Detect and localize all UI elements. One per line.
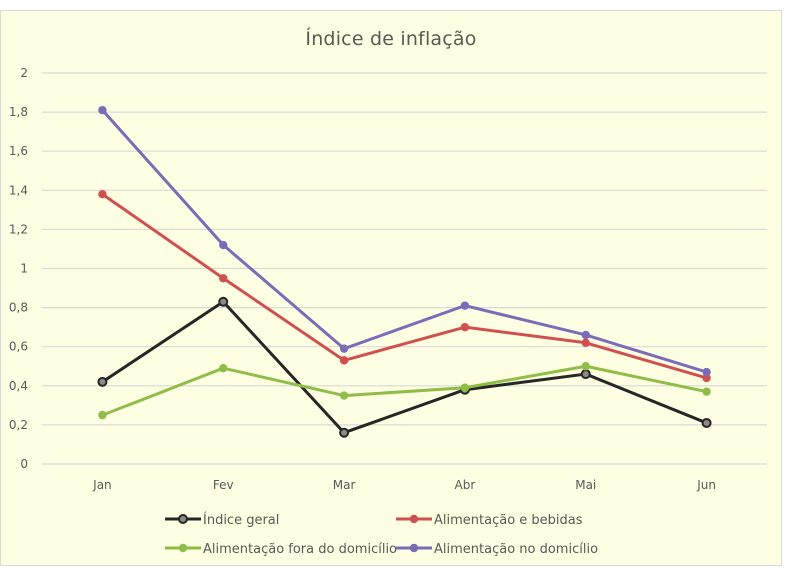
legend-item: Índice geral	[165, 512, 279, 528]
legend-label: Alimentação no domicílio	[434, 542, 598, 557]
legend-label: Índice geral	[203, 512, 279, 528]
data-point-marker	[98, 190, 107, 199]
data-point-marker	[581, 338, 590, 347]
series-alimenta-o-fora-do-domic-lio	[98, 362, 711, 420]
y-tick-label: 1,6	[9, 144, 28, 158]
data-point-marker	[219, 240, 228, 250]
series-line	[100, 192, 709, 380]
legend-item: Alimentação fora do domicílio	[165, 542, 397, 557]
data-point-marker	[219, 274, 228, 283]
x-tick-label: Jun	[696, 478, 716, 492]
data-point-marker	[460, 301, 470, 310]
legend-marker-icon	[409, 543, 419, 553]
x-axis-labels: Jan Fev Mar Abr Mai Jun	[92, 478, 716, 492]
data-point-marker	[339, 391, 349, 400]
gridlines	[42, 72, 767, 465]
data-point-marker	[702, 387, 711, 396]
series-lines	[97, 105, 712, 438]
data-point-marker	[97, 376, 108, 387]
y-tick-label: 2	[20, 66, 28, 80]
data-point-marker	[702, 373, 711, 383]
legend-item: Alimentação e bebidas	[396, 513, 583, 528]
legend-label: Alimentação fora do domicílio	[203, 542, 397, 557]
data-point-marker	[460, 383, 470, 392]
y-tick-label: 0	[20, 457, 28, 471]
data-point-marker	[702, 367, 711, 377]
series--ndice-geral	[97, 296, 712, 438]
y-tick-label: 1	[20, 262, 28, 276]
data-point-marker	[339, 427, 350, 438]
series-alimenta-o-e-bebidas	[98, 190, 711, 383]
data-point-marker	[98, 105, 107, 115]
data-point-marker	[580, 369, 591, 380]
series-line	[100, 300, 709, 435]
chart-title: Índice de inflação	[305, 28, 477, 50]
data-point-marker	[460, 322, 470, 332]
data-point-marker	[98, 410, 107, 420]
data-point-marker	[581, 330, 590, 340]
legend-item: Alimentação no domicílio	[396, 542, 598, 557]
y-tick-label: 0,4	[9, 379, 28, 393]
data-point-marker	[339, 356, 349, 365]
y-tick-label: 1,2	[9, 222, 28, 236]
x-tick-label: Fev	[213, 478, 234, 492]
series-alimenta-o-no-domic-lio	[98, 105, 711, 377]
data-point-marker	[218, 296, 229, 307]
legend-marker-icon	[178, 543, 188, 553]
x-tick-label: Mai	[575, 478, 596, 492]
y-tick-label: 0,8	[9, 301, 28, 315]
y-tick-label: 1,8	[9, 105, 28, 119]
x-tick-label: Abr	[455, 478, 476, 492]
y-tick-label: 1,4	[9, 183, 28, 197]
y-tick-label: 0,2	[9, 418, 28, 432]
x-tick-label: Jan	[92, 478, 112, 492]
data-point-marker	[219, 364, 228, 373]
series-line	[100, 108, 709, 374]
legend-marker-icon	[409, 514, 419, 524]
series-line	[100, 364, 709, 417]
data-point-marker	[339, 344, 349, 353]
y-tick-label: 0,6	[9, 340, 28, 354]
legend-marker-icon	[178, 514, 188, 524]
data-point-marker	[701, 417, 712, 428]
y-axis-labels: 0 0,2 0,4 0,6 0,8 1 1,2 1,4 1,6 1,8 2	[9, 66, 28, 471]
x-tick-label: Mar	[333, 478, 356, 492]
data-point-marker	[581, 362, 590, 371]
legend-label: Alimentação e bebidas	[434, 513, 583, 528]
legend: Índice geral Alimentação e bebidas Aliment…	[165, 512, 598, 557]
chart-area	[0, 10, 782, 566]
